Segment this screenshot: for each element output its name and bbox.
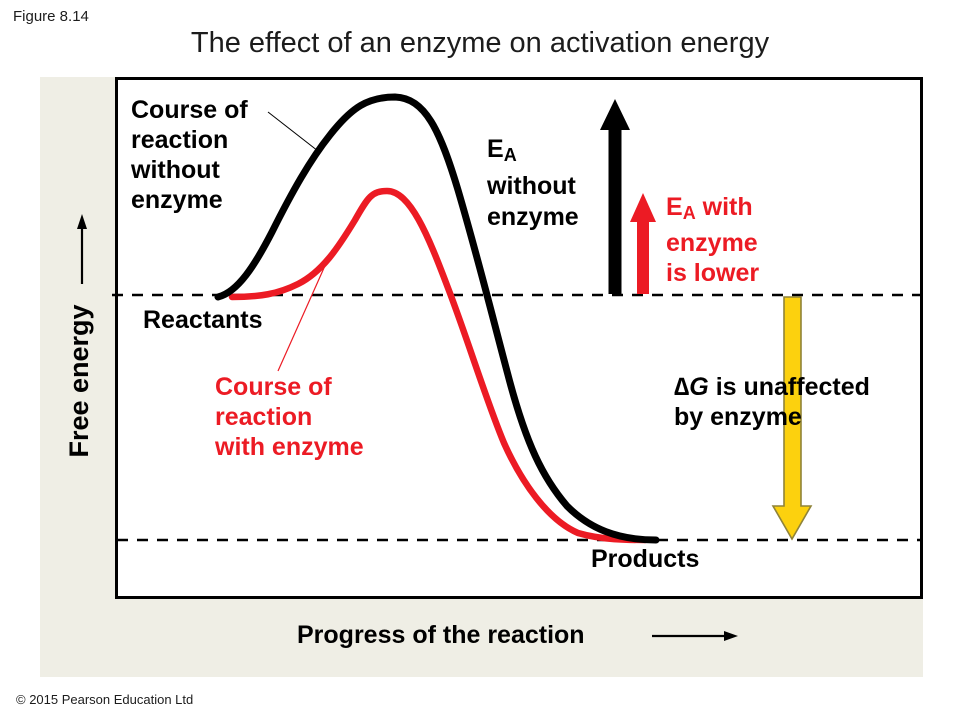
label-line: with enzyme [215,433,364,461]
label-line: without [131,156,220,184]
label-line: EA [487,134,579,171]
g-variable: G [689,373,709,401]
label-line: Course of [215,373,332,401]
delta-g-label: ∆G is unaffected by enzyme [674,372,870,432]
figure-label: Figure 8.14 [13,8,89,25]
course-with-enzyme-label: Course of reaction with enzyme [215,372,364,462]
label-line: reaction [215,403,313,431]
label-line: by enzyme [674,403,802,431]
label-line: reaction [131,126,229,154]
label-line: ∆G is unaffected [674,372,870,402]
label-line: enzyme [487,202,579,231]
ea-symbol: E [666,193,683,221]
label-line: without [487,171,576,200]
reactants-label: Reactants [143,306,263,334]
copyright-text: © 2015 Pearson Education Ltd [16,692,194,707]
ea-symbol: E [487,135,504,163]
label-line: enzyme [131,186,223,214]
label-line: enzyme [666,228,758,257]
course-without-enzyme-label: Course of reaction without enzyme [131,95,248,215]
label-line: Course of [131,96,248,124]
delta-symbol: ∆ [674,373,690,401]
products-label: Products [591,545,700,573]
label-line: EA with [666,192,759,228]
label-line: is lower [666,258,760,287]
ea-without-enzyme-label: EA without enzyme [487,134,579,233]
ea-subscript: A [503,144,517,165]
label-text: is unaffected [708,373,870,401]
ea-subscript: A [682,202,696,223]
label-text: with [695,193,753,221]
y-axis-label: Free energy [64,304,94,458]
x-axis-label: Progress of the reaction [297,621,585,649]
ea-with-enzyme-label: EA with enzyme is lower [666,192,759,288]
page-title: The effect of an enzyme on activation en… [190,27,770,59]
